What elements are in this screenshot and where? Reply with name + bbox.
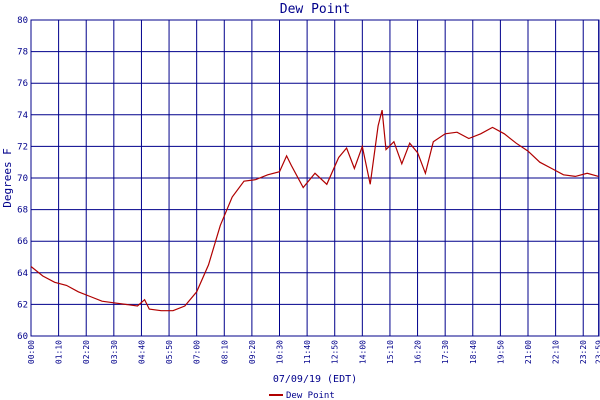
y-tick-label: 60 [17,332,28,342]
y-tick-label: 72 [17,142,28,152]
y-axis-tick-labels: 60 62 64 66 68 70 72 74 76 78 80 [17,16,28,342]
x-tick-label: 04:40 [137,340,146,364]
y-tick-label: 76 [17,79,28,89]
x-tick-label: 17:30 [441,340,450,364]
x-tick-label: 23:20 [579,340,588,364]
x-tick-label: 10:30 [276,340,285,364]
x-axis-label: 07/09/19 (EDT) [273,374,357,385]
series-line-dew-point [30,109,599,312]
y-tick-label: 68 [17,206,28,216]
y-tick-label: 66 [17,237,28,247]
y-tick-label: 80 [17,16,28,26]
series-layer [30,109,599,312]
x-tick-label: 18:40 [469,340,478,364]
x-tick-label: 14:00 [358,340,367,364]
x-tick-label: 22:10 [552,340,561,364]
y-axis-label: Degrees F [1,148,14,208]
x-tick-label: 11:40 [303,340,312,364]
y-tick-label: 78 [17,48,28,58]
x-tick-label: 00:00 [27,340,36,364]
x-tick-label: 12:50 [331,340,340,364]
x-tick-label: 01:10 [55,340,64,364]
plot-grid [30,19,600,337]
legend-label: Dew Point [286,391,335,400]
x-tick-label: 08:10 [220,340,229,364]
x-tick-label: 02:20 [82,340,91,364]
legend: Dew Point [269,391,335,400]
x-tick-label: 05:50 [165,340,174,364]
plot-frame [30,19,600,337]
x-tick-label: 23:59 [595,340,600,364]
y-tick-label: 70 [17,174,28,184]
x-axis-tick-labels: 00:00 01:10 02:20 03:30 04:40 05:50 07:00 08:10… [27,340,600,364]
y-tick-label: 64 [17,269,28,279]
x-tick-label: 21:00 [524,340,533,364]
x-tick-label: 15:10 [386,340,395,364]
x-tick-label: 09:20 [248,340,257,364]
y-tick-label: 62 [17,300,28,310]
x-tick-label: 19:50 [496,340,505,364]
x-tick-label: 07:00 [193,340,202,364]
y-tick-label: 74 [17,111,28,121]
chart-title: Dew Point [280,2,350,17]
x-tick-label: 03:30 [110,340,119,364]
x-tick-label: 16:20 [414,340,423,364]
